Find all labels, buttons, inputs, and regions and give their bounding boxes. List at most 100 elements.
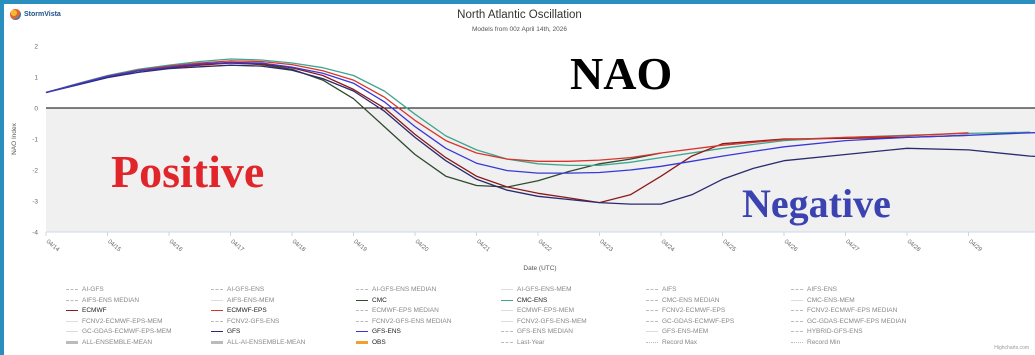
legend-swatch	[211, 340, 223, 344]
x-tick-label: 04/25	[721, 239, 737, 254]
series-line-cmc-ens[interactable]	[45, 58, 1031, 167]
brand-logo[interactable]: StormVista	[10, 7, 61, 21]
legend-item[interactable]: CMC-ENS	[501, 296, 632, 306]
legend-swatch	[66, 331, 78, 333]
series-line-ecmwf[interactable]	[45, 62, 969, 204]
legend-item[interactable]: HYBRID-GFS-ENS	[791, 327, 922, 337]
legend-label: FCNV2-ECMWF-EPS-MEM	[82, 317, 163, 325]
brand-name: StormVista	[24, 10, 61, 18]
legend-item[interactable]: AIFS-ENS-MEM	[211, 296, 342, 306]
legend-label: FCNV2-GFS-ENS	[227, 317, 280, 325]
legend-item[interactable]: CMC-ENS-MEM	[791, 296, 922, 306]
legend-label: AIFS	[662, 286, 677, 294]
x-tick-label: 04/29	[967, 239, 983, 254]
x-tick-label: 04/27	[844, 239, 860, 254]
y-tick-label: -1	[32, 137, 38, 144]
legend-swatch	[356, 331, 368, 333]
legend-swatch	[501, 289, 513, 291]
legend-item[interactable]: GC-GDAS-ECMWF-EPS MEDIAN	[791, 317, 922, 327]
legend-item[interactable]: Record Min	[791, 338, 922, 348]
legend-item[interactable]: GFS-ENS MEDIAN	[501, 327, 632, 337]
legend-swatch	[356, 289, 368, 291]
legend-item[interactable]: OBS	[356, 338, 487, 348]
x-tick-label: 04/14	[45, 239, 61, 254]
legend-item[interactable]: ECMWF-EPS MEDIAN	[356, 306, 487, 316]
legend-swatch	[791, 299, 803, 301]
legend-label: GFS-ENS MEDIAN	[517, 328, 573, 336]
legend-label: AIFS-ENS-MEM	[227, 296, 275, 304]
legend-item[interactable]: ECMWF-EPS-MEM	[501, 306, 632, 316]
legend-label: ALL-ENSEMBLE-MEAN	[82, 338, 153, 346]
legend-item[interactable]: CMC	[356, 296, 487, 306]
legend-swatch	[791, 289, 803, 291]
legend-item[interactable]: FCNV2-ECMWF-EPS-MEM	[66, 317, 197, 327]
legend-label: GFS	[227, 328, 241, 336]
legend-item[interactable]: Last-Year	[501, 338, 632, 348]
legend-item[interactable]: GFS-ENS-MEM	[646, 327, 777, 337]
legend-swatch	[646, 299, 658, 301]
x-tick-label: 04/26	[783, 239, 799, 254]
legend-swatch	[646, 341, 658, 343]
legend-swatch	[501, 310, 513, 312]
legend-label: HYBRID-GFS-ENS	[807, 328, 863, 336]
legend-item[interactable]: CMC-ENS MEDIAN	[646, 296, 777, 306]
legend-label: AI-GFS-ENS-MEM	[517, 286, 572, 294]
legend-swatch	[211, 331, 223, 333]
legend-item[interactable]: GC-GDAS-ECMWF-EPS-MEM	[66, 327, 197, 337]
legend-item[interactable]: GFS-ENS	[356, 327, 487, 337]
legend-label: CMC-ENS	[517, 296, 548, 304]
legend-item[interactable]: ECMWF-EPS	[211, 306, 342, 316]
x-tick-label: 04/24	[660, 239, 676, 254]
y-tick-label: 1	[34, 75, 38, 82]
legend-item[interactable]: AIFS-ENS MEDIAN	[66, 296, 197, 306]
legend-item[interactable]: FCNV2-ECMWF-EPS MEDIAN	[791, 306, 922, 316]
x-tick-label: 04/17	[229, 239, 245, 254]
legend-item[interactable]: FCNV2-GFS-ENS	[211, 317, 342, 327]
legend-swatch	[791, 310, 803, 312]
legend-swatch	[791, 320, 803, 322]
legend-item[interactable]: Record Max	[646, 338, 777, 348]
legend-item[interactable]: GC-GDAS-ECMWF-EPS	[646, 317, 777, 327]
legend-label: ECMWF-EPS	[227, 307, 267, 315]
legend-swatch	[356, 310, 368, 312]
legend-label: GC-GDAS-ECMWF-EPS	[662, 317, 735, 325]
legend-label: GFS-ENS	[372, 328, 401, 336]
legend-swatch	[356, 320, 368, 322]
chart-credits[interactable]: Highcharts.com	[994, 345, 1029, 351]
positive-annotation: Positive	[111, 146, 264, 197]
legend-label: ECMWF-EPS-MEM	[517, 307, 575, 315]
legend-swatch	[66, 310, 78, 312]
legend-item[interactable]: ALL-AI-ENSEMBLE-MEAN	[211, 338, 342, 348]
legend-label: Last-Year	[517, 338, 545, 346]
legend-label: AI-GFS-ENS MEDIAN	[372, 286, 437, 294]
legend-item[interactable]: AIFS	[646, 285, 777, 295]
legend-item[interactable]: FCNV2-GFS-ENS MEDIAN	[356, 317, 487, 327]
legend-item[interactable]: AI-GFS-ENS	[211, 285, 342, 295]
legend-swatch	[791, 341, 803, 343]
legend-label: ECMWF	[82, 307, 107, 315]
series-line-gfs[interactable]	[45, 64, 1035, 205]
legend-item[interactable]: GFS	[211, 327, 342, 337]
legend-item[interactable]: FCNV2-GFS-ENS-MEM	[501, 317, 632, 327]
legend-swatch	[501, 331, 513, 333]
legend-label: Record Max	[662, 338, 698, 346]
y-tick-label: -4	[32, 230, 38, 237]
legend-swatch	[791, 331, 803, 333]
series-line-gfs-ens[interactable]	[45, 61, 1035, 174]
legend-swatch	[646, 289, 658, 291]
legend-label: FCNV2-GFS-ENS MEDIAN	[372, 317, 452, 325]
legend-item[interactable]: ECMWF	[66, 306, 197, 316]
legend-item[interactable]: ALL-ENSEMBLE-MEAN	[66, 338, 197, 348]
series-line-ecmwf-eps[interactable]	[45, 60, 969, 162]
legend-label: FCNV2-ECMWF-EPS	[662, 307, 726, 315]
legend-swatch	[66, 340, 78, 344]
negative-band	[46, 108, 1035, 232]
chart-subtitle: Models from 00z April 14th, 2026	[471, 26, 568, 33]
legend-item[interactable]: AIFS-ENS	[791, 285, 922, 295]
nao-annotation: NAO	[570, 48, 672, 99]
legend-item[interactable]: AI-GFS-ENS MEDIAN	[356, 285, 487, 295]
legend-item[interactable]: FCNV2-ECMWF-EPS	[646, 306, 777, 316]
legend-item[interactable]: AI-GFS-ENS-MEM	[501, 285, 632, 295]
legend-item[interactable]: AI-GFS	[66, 285, 197, 295]
legend-swatch	[501, 341, 513, 343]
